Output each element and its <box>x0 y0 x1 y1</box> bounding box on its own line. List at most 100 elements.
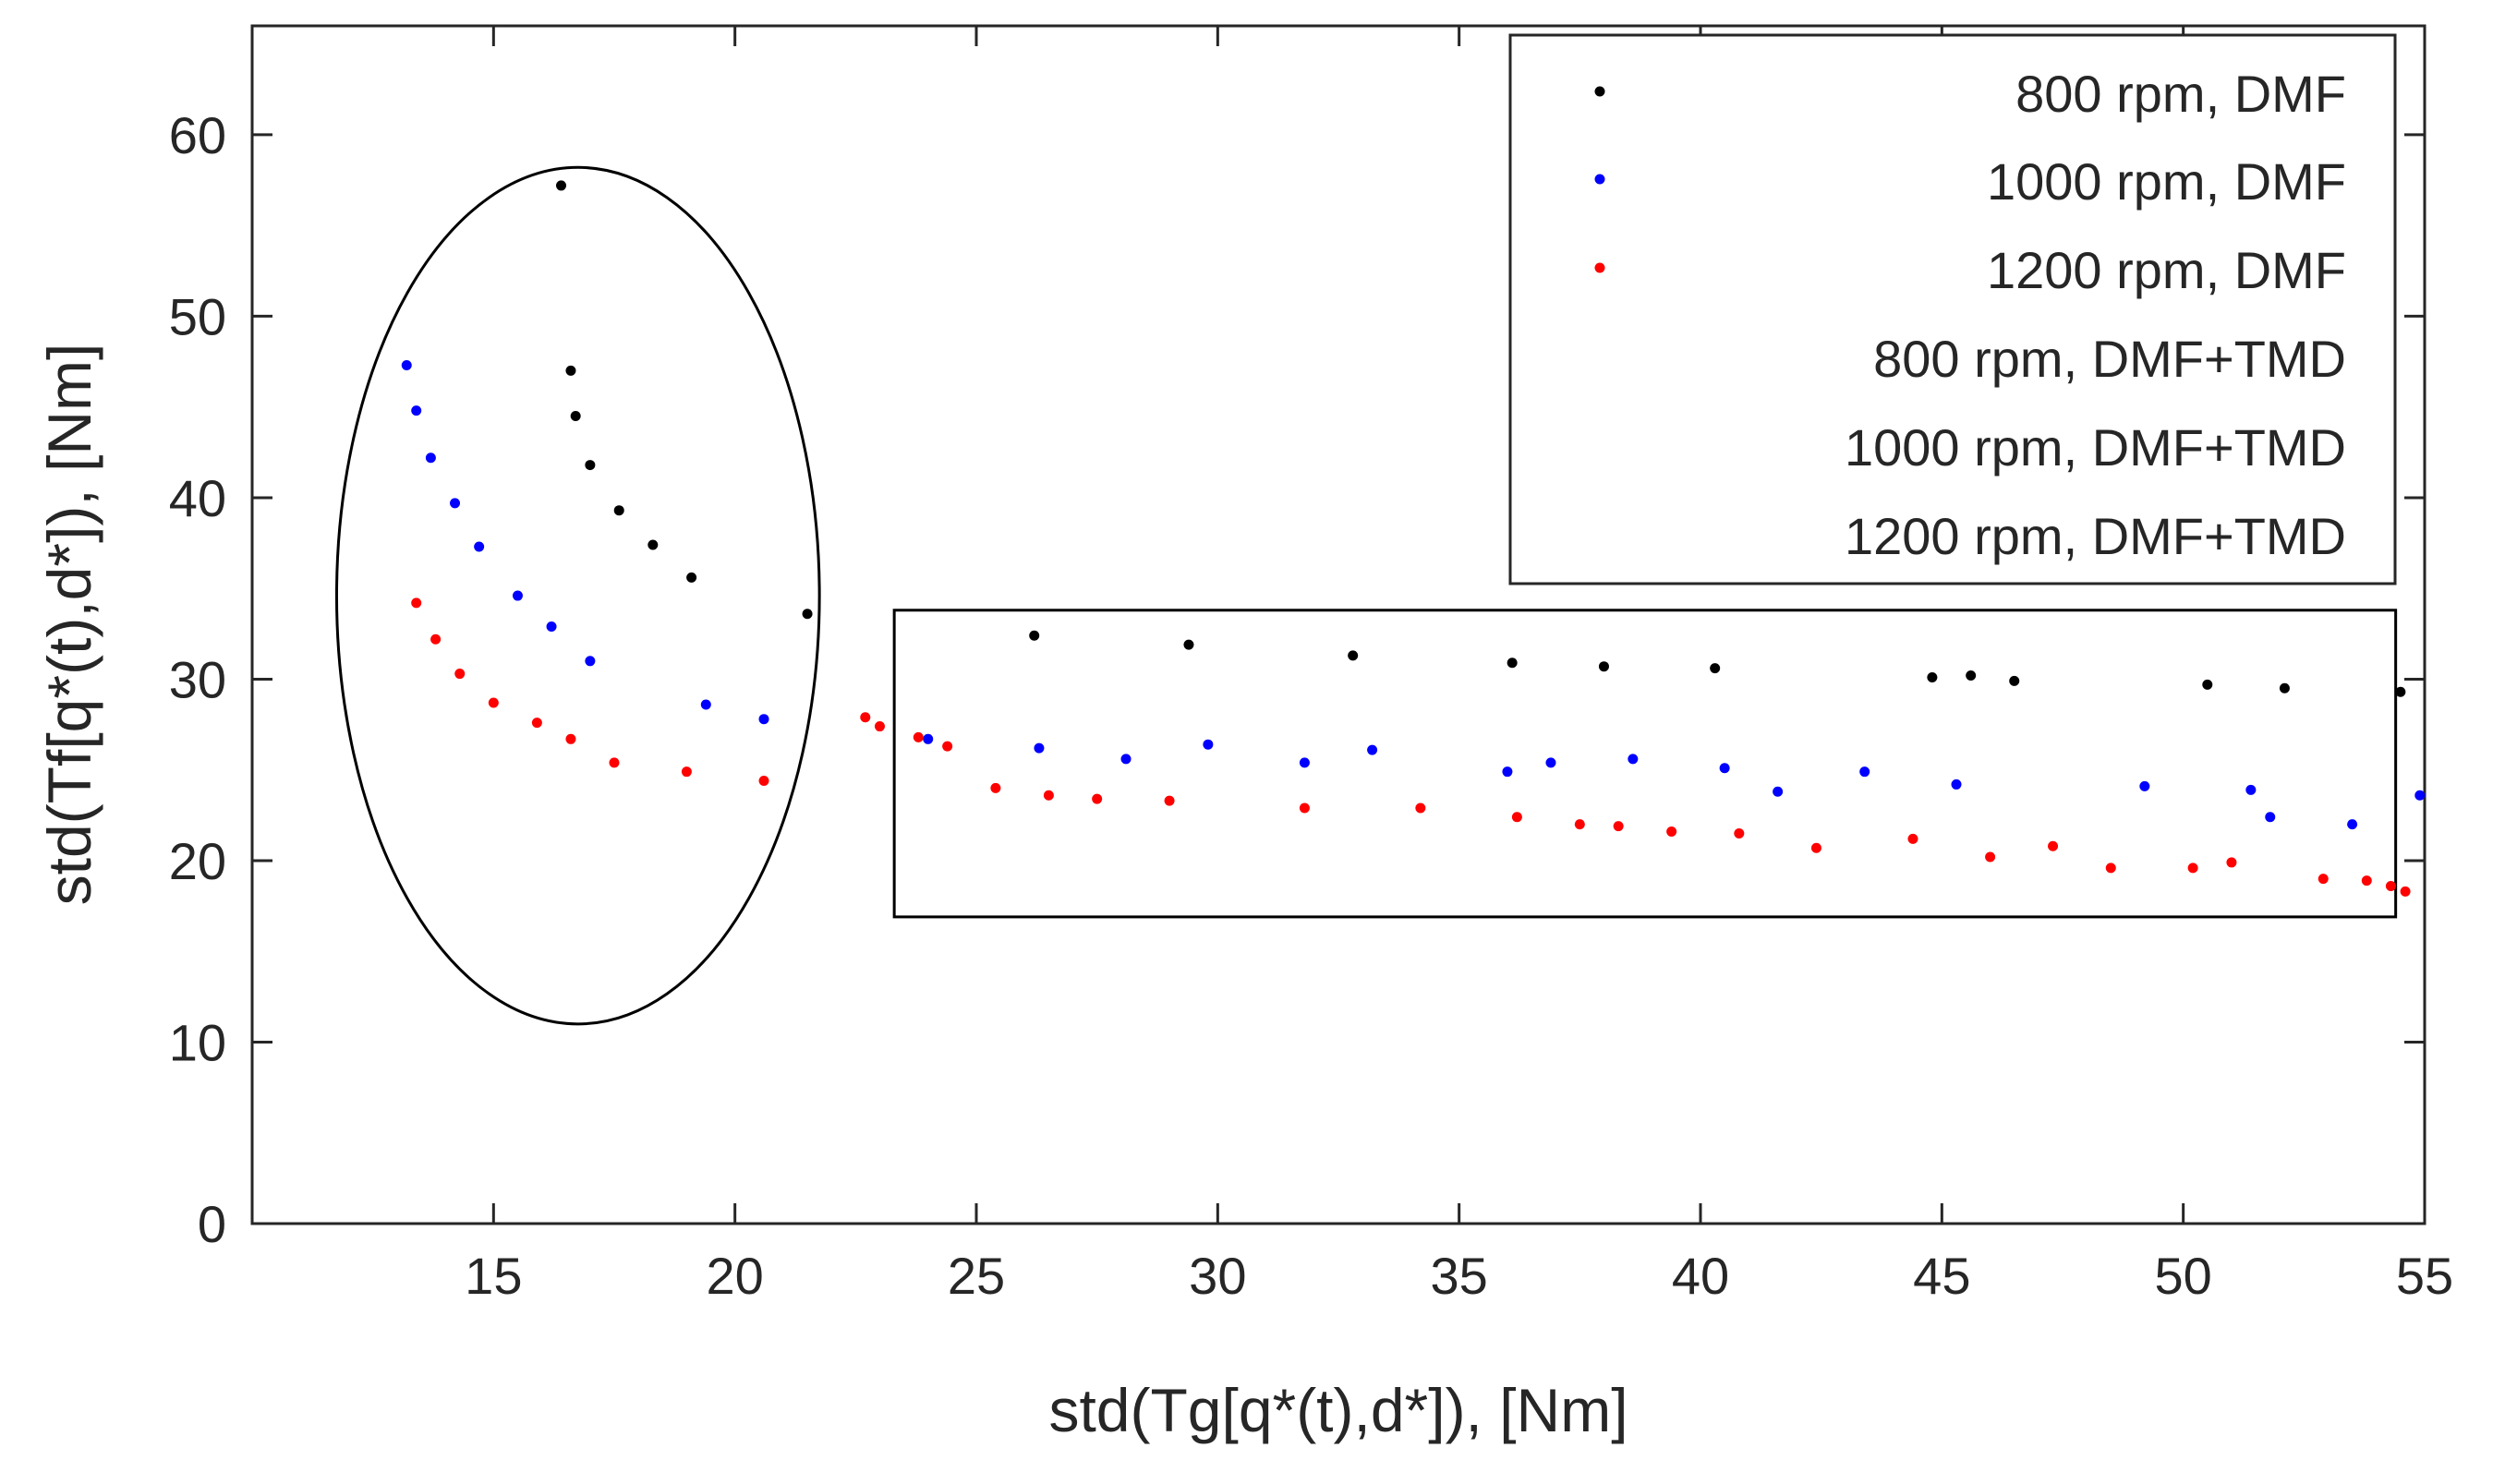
dot-point <box>1367 744 1378 755</box>
dot-point <box>1120 754 1132 765</box>
dot-point <box>474 541 485 552</box>
dot-point <box>609 757 620 768</box>
dot-point <box>401 359 412 370</box>
dot-point <box>2395 686 2406 697</box>
dot-point <box>450 498 461 509</box>
dot-point <box>2265 812 2276 823</box>
dot-point <box>942 741 953 752</box>
dot-point <box>1810 842 1821 853</box>
dot-point <box>1299 802 1310 814</box>
dot-point <box>1773 786 1784 797</box>
dot-point <box>1348 650 1359 661</box>
y-tick-label: 30 <box>169 650 226 708</box>
dot-point <box>2048 840 2059 851</box>
dot-point <box>1719 763 1730 774</box>
dot-point <box>565 733 576 744</box>
dot-point <box>758 714 769 725</box>
y-tick-label: 60 <box>169 106 226 164</box>
dot-point <box>425 452 436 464</box>
x-tick-label: 55 <box>2396 1247 2453 1305</box>
dot-point <box>2361 875 2372 887</box>
x-tick-label: 20 <box>707 1247 764 1305</box>
dot-point <box>923 733 934 744</box>
series-2 <box>411 597 2411 897</box>
dot-point <box>1598 661 1609 672</box>
dot-point <box>1183 639 1194 650</box>
dot-point <box>990 782 1001 793</box>
legend-marker <box>1594 86 1605 97</box>
dot-point <box>1507 658 1518 669</box>
dot-point <box>1092 793 1103 804</box>
dot-point <box>1613 821 1624 832</box>
dot-point <box>2226 857 2237 868</box>
y-tick-label: 50 <box>169 287 226 345</box>
dot-point <box>2009 675 2020 686</box>
dot-point <box>1502 766 1513 778</box>
legend-box <box>1508 33 2397 585</box>
series-0 <box>556 180 2406 697</box>
dot-point <box>512 590 523 601</box>
dot-point <box>613 505 624 516</box>
y-axis-label: std(Tf[q*(t),d*]), [Nm] <box>35 344 103 906</box>
dot-point <box>430 633 442 645</box>
x-tick-label: 40 <box>1672 1247 1729 1305</box>
annotations <box>334 165 2398 1026</box>
dot-point <box>1034 742 1045 754</box>
dot-point <box>802 609 813 620</box>
dot-point <box>2187 863 2198 874</box>
series-layer <box>401 180 2426 897</box>
dot-point <box>1710 663 1721 674</box>
legend-marker <box>1594 174 1605 185</box>
dot-point <box>585 656 596 667</box>
dot-point <box>2202 679 2213 690</box>
series-1 <box>401 359 2426 830</box>
dot-point <box>700 699 711 710</box>
dot-point <box>647 539 659 550</box>
dot-point <box>758 776 769 787</box>
x-tick-label: 50 <box>2155 1247 2212 1305</box>
dot-point <box>570 411 581 422</box>
dot-point <box>686 572 697 583</box>
legend-label: 800 rpm, DMF <box>2015 65 2346 123</box>
dot-point <box>1511 812 1522 823</box>
dot-point <box>556 180 567 191</box>
dot-point <box>1666 826 1677 838</box>
legend-label: 1000 rpm, DMF <box>1987 152 2346 211</box>
annotation-ellipse <box>334 165 821 1026</box>
legend-label: 1000 rpm, DMF+TMD <box>1845 418 2346 477</box>
y-tick-label: 10 <box>169 1013 226 1071</box>
dot-point <box>1203 739 1214 750</box>
dot-point <box>2279 682 2290 694</box>
y-tick-label: 20 <box>169 832 226 890</box>
legend-label: 800 rpm, DMF+TMD <box>1873 330 2346 388</box>
x-axis-label: std(Tg[q*(t),d*]), [Nm] <box>1048 1376 1628 1444</box>
dot-point <box>2139 780 2150 791</box>
dot-point <box>1734 827 1745 839</box>
dot-point <box>2400 886 2411 897</box>
dot-point <box>1907 833 1918 844</box>
dot-point <box>1927 671 1938 682</box>
dot-point <box>585 460 596 471</box>
dot-point <box>2414 790 2426 801</box>
dot-point <box>2105 863 2116 874</box>
y-tick-label: 40 <box>169 469 226 527</box>
dot-point <box>2347 819 2358 830</box>
dot-point <box>2245 784 2257 795</box>
dot-point <box>565 365 576 376</box>
dot-point <box>1985 851 1996 863</box>
dot-point <box>874 721 885 732</box>
dot-point <box>2318 874 2329 885</box>
dot-point <box>1164 795 1175 806</box>
dot-point <box>411 597 422 609</box>
dot-point <box>1859 766 1870 778</box>
dot-point <box>1966 670 1977 682</box>
dot-point <box>1628 754 1639 765</box>
dot-point <box>531 718 542 729</box>
dot-point <box>1951 778 1962 790</box>
x-tick-label: 15 <box>465 1247 522 1305</box>
y-tick-label: 0 <box>198 1195 226 1253</box>
dot-point <box>1415 802 1426 814</box>
legend-marker <box>1594 262 1605 273</box>
legend-label: 1200 rpm, DMF <box>1987 241 2346 299</box>
